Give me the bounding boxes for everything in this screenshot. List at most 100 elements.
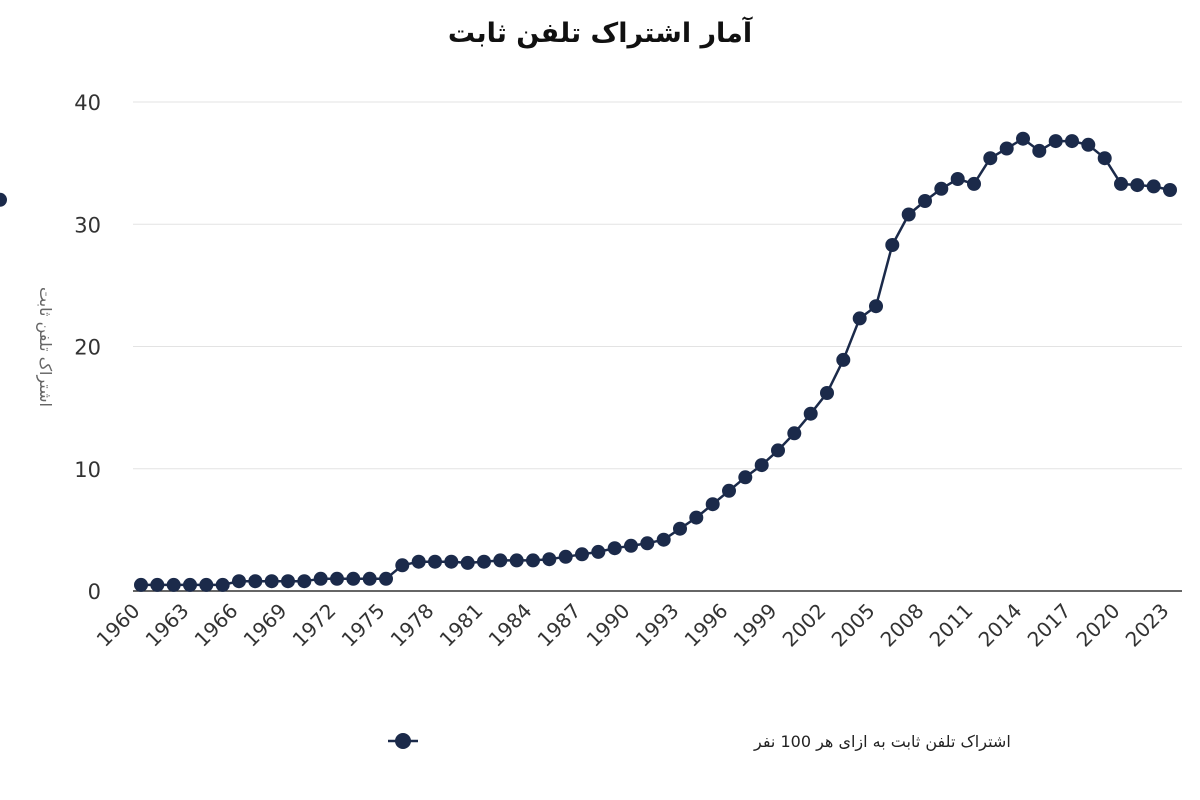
x-tick-label: 1969 — [239, 599, 292, 652]
x-tick-label: 1984 — [484, 599, 537, 652]
data-point — [803, 406, 818, 421]
data-point — [591, 544, 606, 559]
data-point — [313, 571, 328, 586]
grid-lines — [133, 101, 1182, 470]
x-tick-label: 2017 — [1023, 599, 1076, 652]
series-points — [0, 131, 1177, 592]
data-point — [673, 521, 687, 536]
y-tick-label: 30 — [74, 213, 101, 237]
data-point — [542, 552, 557, 567]
x-tick-label: 1996 — [680, 599, 733, 652]
data-point — [477, 554, 491, 569]
x-tick-label: 2011 — [925, 599, 978, 652]
x-tick-label: 1987 — [533, 599, 586, 652]
data-point — [656, 532, 671, 547]
data-point — [281, 574, 295, 589]
data-point — [215, 577, 230, 592]
data-point — [346, 571, 361, 586]
data-point — [918, 194, 932, 208]
data-point — [232, 574, 246, 589]
x-tick-label: 1963 — [141, 599, 194, 652]
x-tick-label: 1999 — [729, 599, 782, 652]
x-tick-label: 2020 — [1072, 599, 1125, 652]
data-point — [526, 553, 540, 568]
x-tick-label: 2014 — [974, 599, 1027, 652]
data-point — [722, 483, 736, 498]
data-point — [771, 443, 785, 458]
data-point — [967, 176, 981, 191]
data-point — [460, 555, 475, 570]
x-tick-label: 1960 — [92, 599, 145, 652]
y-axis-label: اشتراک تلفن ثابت — [35, 287, 55, 407]
data-point — [885, 238, 900, 252]
data-point — [1032, 143, 1047, 158]
data-point — [754, 458, 769, 473]
data-point — [983, 151, 998, 166]
data-point — [1097, 151, 1112, 166]
data-point — [1048, 134, 1063, 149]
data-point — [1016, 131, 1030, 146]
legend-dot-marker — [395, 733, 411, 749]
data-point — [1114, 176, 1128, 191]
x-tick-label: 1975 — [337, 599, 390, 652]
data-point — [869, 299, 883, 314]
chart-title: آمار اشتراک تلفن ثابت — [448, 16, 753, 49]
data-point — [640, 536, 655, 551]
y-tick-label: 40 — [74, 91, 101, 115]
data-point — [428, 554, 442, 569]
data-point — [166, 577, 181, 592]
x-tick-label: 2002 — [778, 599, 831, 652]
series-line — [141, 137, 1171, 587]
x-tick-label: 1978 — [386, 599, 439, 652]
data-point — [607, 541, 622, 556]
data-point — [575, 547, 589, 562]
data-point — [705, 497, 720, 512]
data-point — [248, 574, 263, 589]
x-axis-ticks: 1960196319661969197219751978198119841987… — [92, 599, 1174, 652]
data-point — [901, 207, 916, 222]
data-point — [444, 554, 459, 569]
data-point — [150, 577, 165, 592]
data-point — [493, 553, 508, 568]
data-point — [134, 577, 148, 592]
data-point — [934, 181, 949, 196]
data-point — [362, 571, 377, 586]
y-tick-label: 0 — [88, 580, 101, 604]
data-point — [738, 470, 753, 485]
data-point — [330, 571, 344, 586]
data-point — [1081, 137, 1096, 152]
data-point — [1163, 183, 1177, 197]
data-point — [836, 352, 851, 367]
data-point — [820, 386, 834, 400]
data-point — [1130, 178, 1145, 193]
data-point — [1146, 179, 1161, 194]
x-tick-label: 1981 — [435, 599, 488, 652]
data-point — [787, 426, 802, 441]
data-point — [0, 192, 7, 207]
data-point — [183, 577, 197, 592]
x-tick-label: 1990 — [582, 599, 635, 652]
data-point — [395, 558, 410, 573]
data-point — [379, 571, 393, 586]
legend: اشتراک تلفن ثابت به ازای هر 100 نفر — [388, 732, 1011, 752]
data-point — [689, 510, 704, 525]
data-point — [999, 141, 1014, 156]
x-tick-label: 2023 — [1121, 599, 1174, 652]
data-point — [950, 172, 965, 186]
y-axis-ticks: 0 10 20 30 40 — [74, 91, 101, 604]
data-point — [411, 554, 426, 569]
x-tick-label: 1966 — [190, 599, 243, 652]
x-tick-label: 1972 — [288, 599, 341, 652]
data-point — [558, 549, 573, 564]
data-point — [509, 553, 524, 568]
data-point — [1065, 134, 1079, 149]
y-tick-label: 20 — [74, 336, 101, 360]
data-point — [852, 311, 867, 326]
x-tick-label: 2005 — [827, 599, 880, 652]
x-tick-label: 1993 — [631, 599, 684, 652]
legend-label: اشتراک تلفن ثابت به ازای هر 100 نفر — [753, 732, 1011, 752]
data-point — [199, 577, 214, 592]
y-tick-label: 10 — [74, 458, 101, 482]
data-point — [297, 574, 312, 589]
